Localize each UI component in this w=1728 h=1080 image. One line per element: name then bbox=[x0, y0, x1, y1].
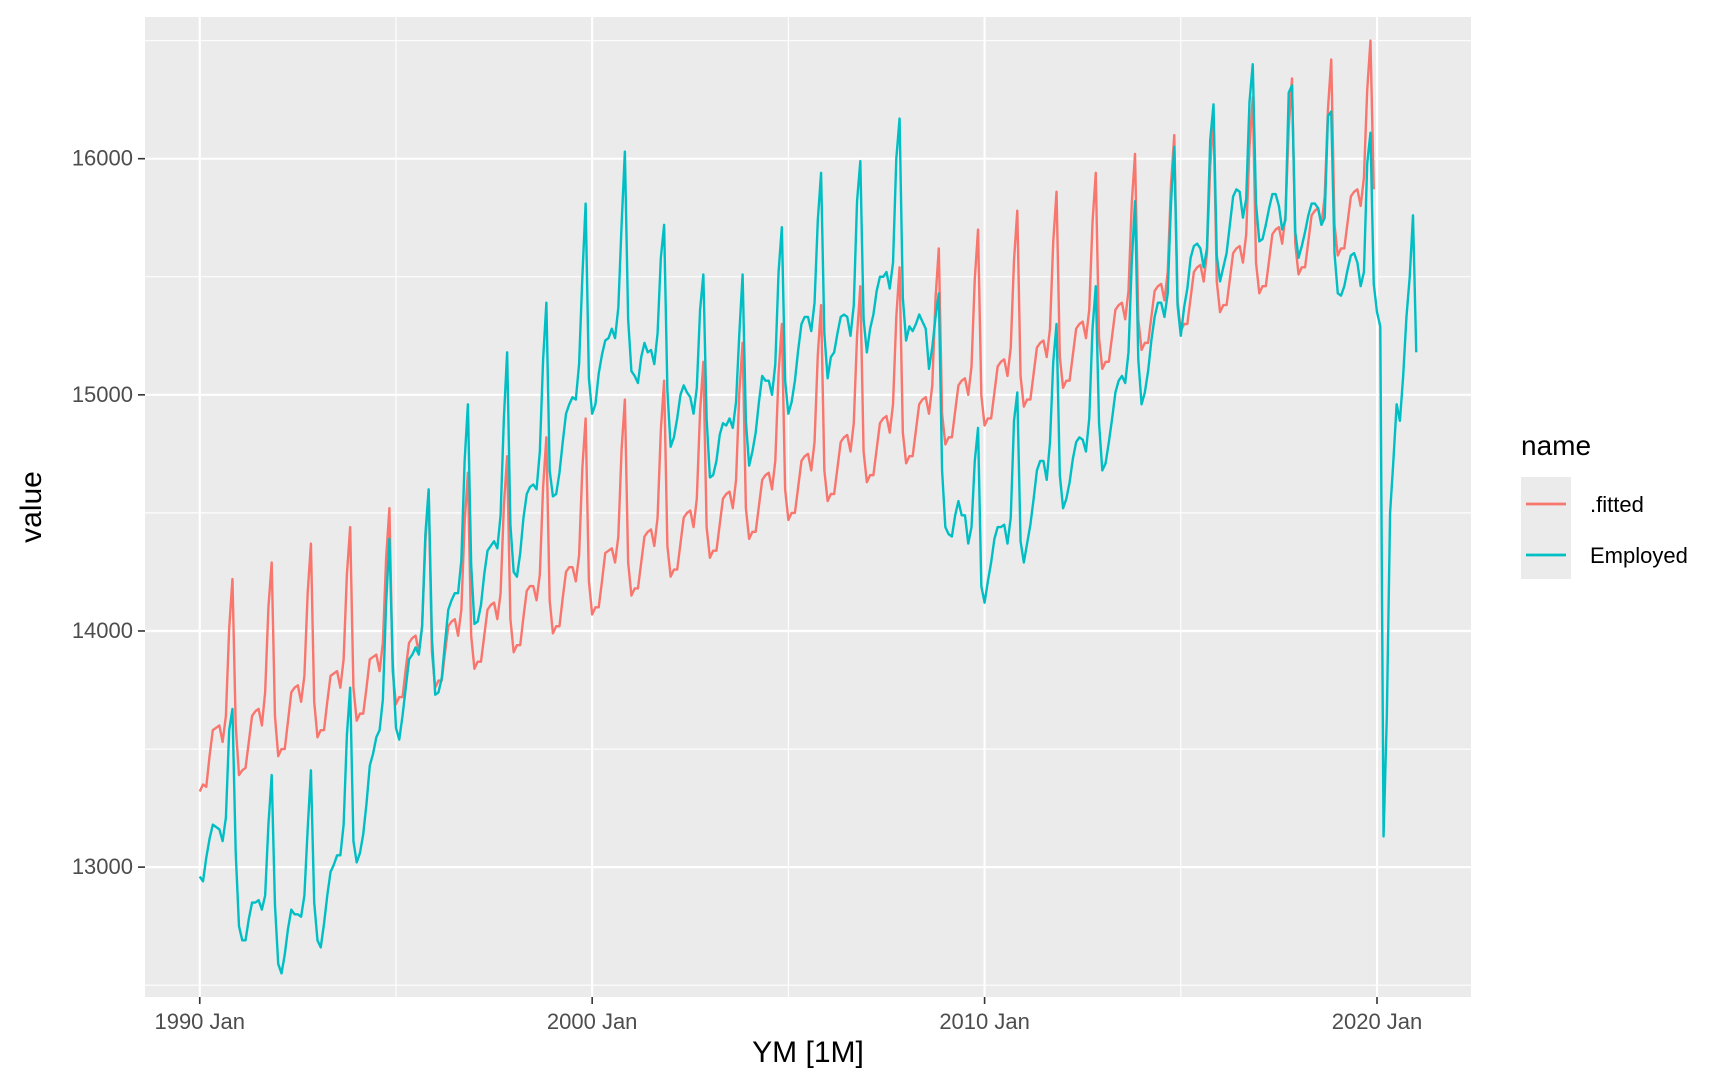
y-tick-label: 15000 bbox=[72, 382, 133, 407]
minor-gridlines bbox=[145, 17, 1471, 997]
major-gridlines bbox=[145, 17, 1471, 997]
y-axis-ticks: 13000 14000 15000 16000 bbox=[72, 146, 145, 879]
legend-label-employed: Employed bbox=[1590, 543, 1688, 568]
x-tick-label: 2000 Jan bbox=[547, 1009, 638, 1034]
plot-panel-background bbox=[145, 17, 1471, 997]
y-tick-label: 14000 bbox=[72, 618, 133, 643]
x-axis-title: YM [1M] bbox=[752, 1036, 864, 1069]
legend: name .fitted Employed bbox=[1521, 430, 1688, 579]
legend-label-fitted: .fitted bbox=[1590, 492, 1644, 517]
x-axis-ticks: 1990 Jan 2000 Jan 2010 Jan 2020 Jan bbox=[154, 997, 1422, 1034]
y-axis-title: value bbox=[15, 471, 48, 543]
legend-title: name bbox=[1521, 430, 1591, 461]
x-tick-label: 2010 Jan bbox=[939, 1009, 1030, 1034]
y-tick-label: 16000 bbox=[72, 146, 133, 171]
x-tick-label: 1990 Jan bbox=[154, 1009, 245, 1034]
legend-keys-background bbox=[1521, 477, 1571, 579]
y-tick-label: 13000 bbox=[72, 854, 133, 879]
x-tick-label: 2020 Jan bbox=[1332, 1009, 1423, 1034]
series-layer bbox=[198, 39, 1418, 975]
series-line-employed bbox=[198, 63, 1418, 975]
